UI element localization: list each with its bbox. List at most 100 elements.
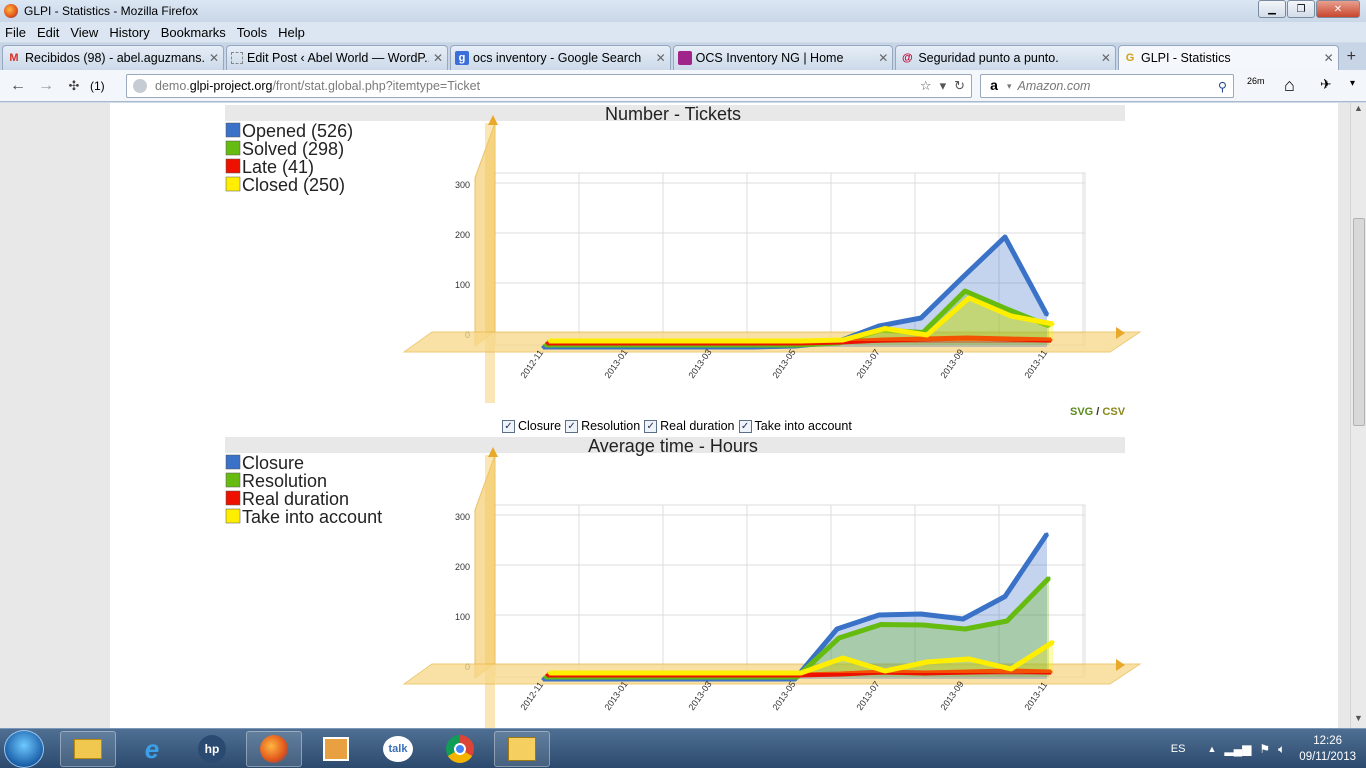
legend-swatch: [225, 158, 241, 174]
explorer-icon[interactable]: [60, 731, 116, 767]
tab-label: Seguridad punto a punto.: [918, 51, 1059, 65]
tab-wordpress[interactable]: Edit Post ‹ Abel World — WordP... ✕: [226, 45, 448, 70]
maximize-button[interactable]: ❐: [1287, 0, 1315, 18]
system-tray: ES ▲ ▂▄▆ ⚑ 🔈︎ 12:26 09/11/2013: [1171, 729, 1356, 768]
data-point: [965, 670, 969, 674]
timer-badge[interactable]: 26m: [1247, 76, 1265, 86]
x-tick-label: 2013-11: [1022, 680, 1049, 712]
y-axis-bar: [485, 455, 495, 728]
data-point: [715, 671, 719, 675]
close-tab-icon[interactable]: ✕: [208, 51, 219, 65]
real-duration-checkbox[interactable]: ✓: [644, 419, 658, 433]
menu-bookmarks[interactable]: Bookmarks: [160, 24, 226, 40]
take-into-account-checkbox[interactable]: ✓: [738, 419, 752, 433]
data-point: [841, 656, 845, 660]
y-tick-label: 300: [455, 512, 470, 522]
series-area: [549, 298, 1053, 341]
close-tab-icon[interactable]: ✕: [878, 51, 889, 65]
system-clock[interactable]: 12:26 09/11/2013: [1299, 733, 1356, 765]
gtalk-icon[interactable]: talk: [370, 731, 426, 767]
series-toggles: ✓ Closure ✓ Resolution ✓ Real duration ✓ Tak…: [500, 419, 854, 433]
data-point: [835, 627, 839, 631]
language-indicator[interactable]: ES: [1170, 743, 1186, 755]
menu-file[interactable]: File: [5, 24, 26, 40]
ocs-icon: [677, 51, 692, 65]
close-tab-icon[interactable]: ✕: [1100, 51, 1111, 65]
page-scrollbar[interactable]: ▲ ▼: [1350, 103, 1366, 728]
url-host: glpi-project.org: [189, 79, 273, 93]
data-point: [877, 613, 881, 617]
reload-icon[interactable]: ↻: [954, 78, 965, 93]
search-input[interactable]: Amazon.com: [1017, 79, 1091, 93]
data-point: [545, 341, 549, 345]
back-icon[interactable]: ←: [10, 76, 26, 94]
search-bar[interactable]: a ▾ Amazon.com ⚲: [980, 74, 1234, 98]
legend-label: Take into account: [242, 507, 382, 527]
search-icon[interactable]: ⚲: [1217, 79, 1227, 94]
debian-icon: @: [901, 52, 913, 64]
data-point: [545, 673, 549, 677]
closure-checkbox[interactable]: ✓: [502, 419, 515, 433]
firefox-logo-icon: [4, 4, 18, 18]
close-window-button[interactable]: ✕: [1316, 0, 1360, 18]
ie-icon[interactable]: e: [144, 733, 160, 764]
y-tick-label: 100: [455, 280, 470, 290]
csv-export-link[interactable]: CSV: [1102, 406, 1126, 418]
svg-export-link[interactable]: SVG: [1070, 406, 1094, 418]
url-bar[interactable]: demo. glpi-project.org/front/stat.global.…: [126, 74, 972, 98]
addon-icon[interactable]: ✣: [68, 77, 80, 93]
resolution-checkbox-label: Resolution: [581, 419, 641, 433]
close-tab-icon[interactable]: ✕: [1323, 51, 1334, 65]
bookmark-star-icon[interactable]: ☆: [919, 78, 932, 93]
dropdown-icon[interactable]: ▾: [939, 78, 947, 93]
chart-title: Average time - Hours: [588, 436, 758, 456]
extension-icon[interactable]: ✈: [1320, 76, 1332, 92]
network-icon[interactable]: ▂▄▆: [1224, 742, 1252, 756]
tab-seguridad[interactable]: @ Seguridad punto a punto. ✕: [895, 45, 1116, 70]
menu-help[interactable]: Help: [278, 24, 305, 40]
resolution-checkbox[interactable]: ✓: [565, 419, 579, 433]
data-point: [839, 672, 843, 676]
data-point: [715, 339, 719, 343]
data-point: [1005, 307, 1009, 311]
legend-label: Closed (250): [242, 175, 345, 195]
minimize-button[interactable]: ▁: [1258, 0, 1286, 18]
legend-swatch: [225, 140, 241, 156]
paint-icon[interactable]: [308, 731, 364, 767]
start-button[interactable]: [4, 730, 44, 768]
outlook-icon[interactable]: [494, 731, 550, 767]
series-area: [545, 578, 1049, 677]
data-point: [547, 339, 551, 343]
window-title: GLPI - Statistics - Mozilla Firefox: [24, 4, 199, 18]
menu-tools[interactable]: Tools: [236, 24, 268, 40]
scrollbar-thumb[interactable]: [1353, 218, 1365, 426]
tab-gmail[interactable]: M Recibidos (98) - abel.aguzmans... ✕: [2, 45, 224, 70]
data-point: [1007, 337, 1011, 341]
new-tab-button[interactable]: +: [1346, 48, 1356, 65]
data-point: [631, 671, 635, 675]
hp-icon[interactable]: hp: [184, 731, 240, 767]
data-point: [881, 338, 885, 342]
close-tab-icon[interactable]: ✕: [655, 51, 666, 65]
menu-history[interactable]: History: [109, 24, 150, 40]
flag-icon[interactable]: ⚑: [1259, 742, 1271, 756]
firefox-icon[interactable]: [246, 731, 302, 767]
menu-view[interactable]: View: [70, 24, 99, 40]
volume-icon[interactable]: 🔈︎: [1278, 741, 1286, 756]
tab-glpi[interactable]: G GLPI - Statistics ✕: [1117, 45, 1339, 70]
tab-google-search[interactable]: g ocs inventory - Google Search ✕: [450, 45, 671, 70]
menu-dropdown-icon[interactable]: ▾: [1350, 78, 1356, 89]
close-tab-icon[interactable]: ✕: [432, 51, 443, 65]
page-icon: [231, 52, 243, 64]
forward-icon[interactable]: →: [38, 76, 54, 94]
show-hidden-icons-icon[interactable]: ▲: [1207, 744, 1217, 754]
chrome-icon[interactable]: [432, 731, 488, 767]
scroll-up-icon[interactable]: ▲: [1354, 103, 1363, 113]
legend-label: Closure: [242, 453, 304, 473]
tab-ocs[interactable]: OCS Inventory NG | Home ✕: [672, 45, 894, 70]
menu-edit[interactable]: Edit: [36, 24, 60, 40]
legend-swatch: [225, 472, 241, 488]
home-icon[interactable]: ⌂: [1284, 75, 1295, 95]
search-engine-dropdown-icon[interactable]: ▾: [1007, 80, 1012, 91]
scroll-down-icon[interactable]: ▼: [1354, 713, 1363, 723]
